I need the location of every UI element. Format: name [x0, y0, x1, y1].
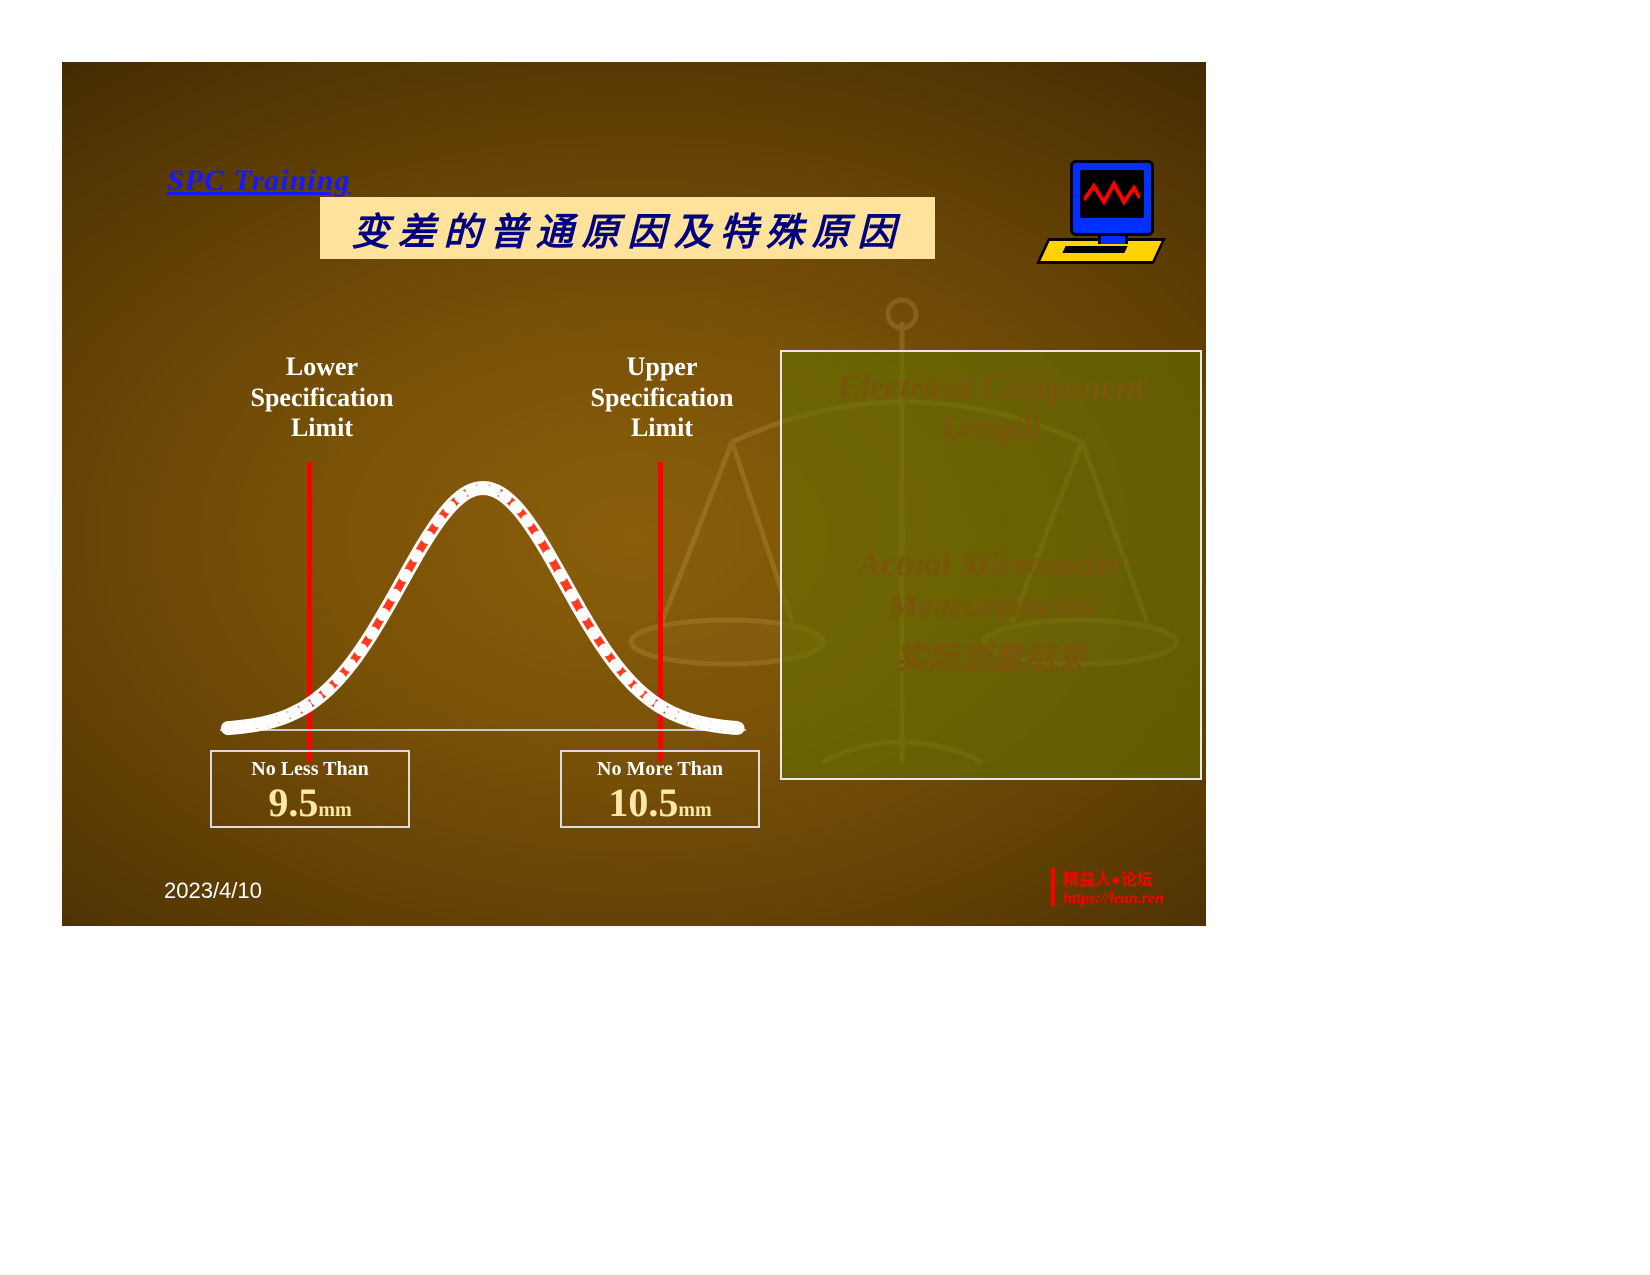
side-panel: Electrical Component Length Actual Micro… — [780, 350, 1202, 780]
upper-limit-number: 10.5 — [608, 780, 678, 825]
bell-beads — [222, 482, 744, 734]
title-band: 变差的普通原因及特殊原因 — [320, 197, 935, 259]
site-name-zh: 精益人●论坛 — [1063, 866, 1164, 890]
bell-stroke — [228, 488, 736, 728]
panel-title-en: Electrical Component Length — [792, 368, 1190, 448]
page-container: SPC Training 变差的普通原因及特殊原因 LowerSpecifica… — [50, 50, 1600, 1225]
slide-title: 变差的普通原因及特殊原因 — [351, 201, 903, 256]
computer-icon — [1034, 160, 1164, 280]
upper-limit-unit: mm — [678, 799, 711, 821]
lower-spec-label: LowerSpecificationLimit — [192, 352, 452, 444]
spc-training-label: SPC Training — [167, 164, 350, 198]
panel-subtitle-en: Actual Micrometer Measurements — [792, 544, 1190, 627]
bell-curve — [210, 462, 756, 752]
upper-spec-label: UpperSpecificationLimit — [532, 352, 792, 444]
upper-limit-box: No More Than 10.5mm — [560, 750, 760, 828]
slide-date: 2023/4/10 — [164, 878, 262, 904]
upper-limit-value: 10.5mm — [562, 779, 758, 826]
panel-subtitle-zh: 实际测量结果 — [792, 633, 1190, 679]
lower-limit-box: No Less Than 9.5mm — [210, 750, 410, 828]
site-url: https://lean.ren — [1063, 890, 1164, 908]
lower-limit-unit: mm — [318, 799, 351, 821]
lower-limit-caption: No Less Than — [212, 758, 408, 781]
upper-limit-caption: No More Than — [562, 758, 758, 781]
lower-limit-number: 9.5 — [268, 780, 318, 825]
bell-outline — [228, 488, 736, 728]
site-box: 精益人●论坛 https://lean.ren — [1051, 866, 1164, 908]
slide: SPC Training 变差的普通原因及特殊原因 LowerSpecifica… — [62, 62, 1206, 926]
lower-limit-value: 9.5mm — [212, 779, 408, 826]
